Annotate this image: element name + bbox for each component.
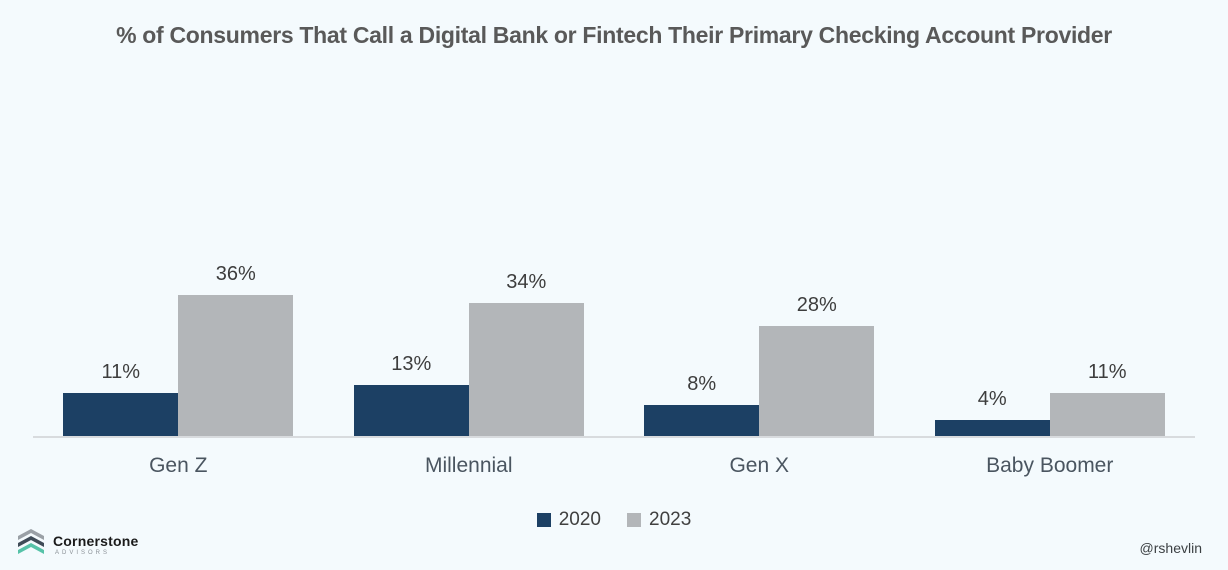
legend-item-2023: 2023 — [627, 509, 691, 531]
bar-2023-gen-x — [759, 326, 875, 436]
category-label-millennial: Millennial — [424, 454, 513, 477]
value-label-2020-gen-z: 11% — [101, 360, 141, 383]
bar-2023-gen-z — [178, 294, 294, 436]
bar-2020-millennial — [353, 385, 469, 436]
value-label-2023-gen-z: 36% — [215, 262, 256, 285]
brand-name: Cornerstone — [53, 533, 139, 549]
value-label-2020-millennial: 13% — [391, 353, 432, 376]
legend-swatch-2023 — [627, 513, 641, 527]
bar-group-baby-boomer: 4% 11% — [905, 178, 1196, 436]
bar-2020-gen-z — [63, 392, 179, 436]
value-label-2020-gen-x: 8% — [687, 372, 717, 395]
bar-group-gen-z: 11% 36% — [33, 178, 324, 436]
bar-group-gen-x: 8% 28% — [614, 178, 905, 436]
cornerstone-logo: Cornerstone ADVISORS — [16, 527, 138, 562]
bar-2020-gen-x — [644, 404, 760, 436]
category-label-baby-boomer: Baby Boomer — [986, 454, 1114, 477]
bar-2020-baby-boomer — [934, 420, 1050, 436]
value-label-2023-millennial: 34% — [506, 270, 547, 293]
bar-group-millennial: 13% 34% — [324, 178, 615, 436]
category-label-gen-x: Gen X — [729, 454, 790, 477]
plot-area: 11% 36% 13% 34% 8% — [33, 178, 1195, 438]
brand-subtitle: ADVISORS — [55, 550, 111, 556]
value-label-2023-gen-x: 28% — [796, 294, 837, 317]
cornerstone-layers-icon — [16, 527, 46, 562]
bar-2023-millennial — [468, 302, 584, 436]
legend-label-2023: 2023 — [649, 509, 692, 530]
bar-2023-baby-boomer — [1049, 392, 1165, 436]
legend-swatch-2020 — [536, 513, 551, 527]
legend: 2020 2023 — [0, 509, 1228, 531]
value-label-2020-baby-boomer: 4% — [977, 388, 1007, 411]
legend-item-2020: 2020 — [536, 509, 601, 531]
value-label-2023-baby-boomer: 11% — [1087, 360, 1127, 383]
category-axis: Gen Z Millennial Gen X Baby Boomer — [33, 454, 1195, 478]
legend-label-2020: 2020 — [558, 509, 601, 530]
twitter-handle: @rshevlin — [1139, 540, 1202, 556]
chart-title: % of Consumers That Call a Digital Bank … — [116, 22, 1112, 48]
category-label-gen-z: Gen Z — [149, 454, 208, 477]
